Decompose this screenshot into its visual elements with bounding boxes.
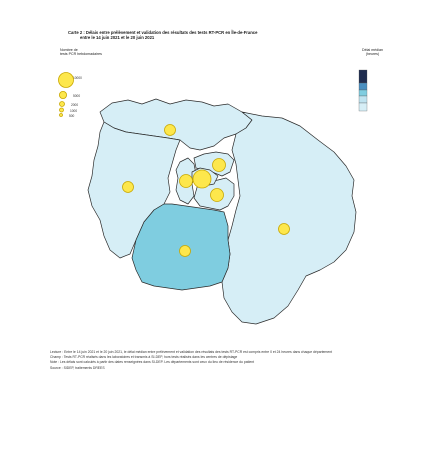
footer-scope: Champ : Tests RT-PCR réalisés dans les l… — [50, 355, 238, 360]
map-title-line2: entre le 14 juin 2021 et le 20 juin 2021 — [80, 35, 155, 40]
color-legend-title-line2: (heures) — [365, 52, 380, 57]
size-legend-circle-4 — [59, 107, 64, 113]
color-legend-swatch-2 — [358, 82, 368, 91]
size-legend-title-line1: Nombre de — [60, 48, 78, 52]
bubble-val-d-oise — [164, 124, 176, 136]
size-legend-label-4: 1000 — [70, 109, 78, 113]
size-legend-label-5: 500 — [69, 114, 75, 118]
bubble-val-de-marne — [210, 188, 224, 202]
size-legend-label-3: 2000 — [71, 103, 79, 107]
bubble-seine-et-marne — [278, 223, 290, 235]
size-legend-circle-2 — [59, 91, 68, 100]
size-legend-label-2: 5000 — [73, 94, 81, 98]
color-legend-title: Délai médian (heures) — [362, 48, 383, 57]
footer-source: Source : SIDEP, traitements DREES — [50, 365, 105, 370]
size-legend-title-line2: tests PCR hebdomadaires — [60, 52, 102, 57]
color-legend-swatch-3 — [358, 89, 368, 97]
map-title-line1: Carte 2 : Délais entre prélèvement et va… — [68, 30, 258, 35]
size-legend-circle-5 — [59, 113, 63, 117]
bubble-seine-saint-denis — [212, 158, 226, 172]
color-legend-swatch-1 — [358, 69, 368, 84]
department-seine-et-marne — [221, 111, 357, 325]
color-legend — [358, 69, 368, 112]
bubble-hauts-de-seine — [179, 174, 193, 188]
size-legend — [58, 72, 74, 117]
bubble-yvelines — [122, 181, 134, 193]
bubble-paris — [192, 169, 212, 189]
bubble-essonne — [179, 245, 191, 257]
color-legend-title-line1: Délai médian — [362, 48, 383, 52]
color-legend-swatch-5 — [358, 102, 368, 112]
color-legend-swatch-4 — [358, 95, 368, 104]
department-bubbles — [122, 124, 290, 257]
size-legend-label-1: 10000 — [73, 76, 82, 80]
footer-reading: Lecture : Entre le 14 juin 2021 et le 20… — [50, 350, 333, 354]
size-legend-title: Nombre de tests PCR hebdomadaires — [60, 48, 102, 57]
map-title: Carte 2 : Délais entre prélèvement et va… — [68, 30, 368, 40]
footer-note: Note : Les délais sont calculés à partir… — [50, 360, 255, 365]
map-footer: Lecture : Entre le 14 juin 2021 et le 20… — [50, 350, 380, 371]
size-legend-circle-3 — [59, 101, 65, 107]
size-legend-circle-1 — [58, 72, 74, 88]
